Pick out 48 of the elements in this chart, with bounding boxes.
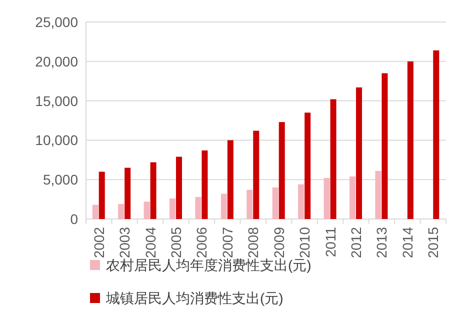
y-tick-label: 0 bbox=[70, 211, 78, 227]
bar bbox=[382, 73, 388, 219]
x-tick-label: 2009 bbox=[270, 226, 287, 258]
y-tick-label: 25,000 bbox=[35, 14, 78, 30]
x-tick-label: 2005 bbox=[168, 226, 184, 258]
bar bbox=[375, 170, 382, 219]
x-tick-label: 2011 bbox=[322, 226, 338, 258]
bar bbox=[298, 184, 304, 219]
y-tick-label: 15,000 bbox=[35, 92, 78, 109]
bar bbox=[350, 176, 356, 219]
x-tick-label: 2007 bbox=[219, 226, 236, 258]
bar bbox=[98, 172, 105, 219]
bar bbox=[304, 112, 311, 219]
x-tick-label: 2008 bbox=[245, 226, 262, 258]
x-tick-label: 2002 bbox=[90, 226, 107, 258]
x-tick-label: 2006 bbox=[194, 226, 210, 258]
bar bbox=[195, 196, 202, 219]
bar bbox=[124, 168, 131, 219]
x-tick-label: 2010 bbox=[296, 226, 313, 258]
x-tick-label: 2015 bbox=[425, 226, 442, 258]
bar bbox=[433, 50, 440, 219]
y-tick-label: 10,000 bbox=[35, 132, 78, 148]
bar bbox=[272, 187, 278, 219]
bar bbox=[220, 194, 227, 219]
x-tick-label: 2004 bbox=[142, 226, 158, 258]
x-tick-label: 2012 bbox=[348, 226, 364, 258]
bar bbox=[170, 198, 176, 219]
y-tick-label: 20,000 bbox=[35, 53, 78, 70]
x-tick-label: 2014 bbox=[399, 226, 416, 258]
bar bbox=[118, 204, 124, 219]
bar bbox=[227, 140, 234, 219]
bar bbox=[150, 162, 156, 219]
bar bbox=[176, 156, 182, 219]
x-tick-label: 2013 bbox=[374, 226, 390, 258]
bar bbox=[278, 122, 285, 219]
bar bbox=[144, 202, 150, 219]
bar bbox=[356, 87, 362, 219]
y-tick-label: 5,000 bbox=[42, 172, 78, 188]
legend-label: 城镇居民人均消费性支出(元) bbox=[105, 290, 284, 306]
legend-label: 农村居民人均年度消费性支出(元) bbox=[106, 257, 312, 273]
bar bbox=[407, 61, 414, 219]
bar bbox=[246, 190, 253, 219]
bar bbox=[202, 150, 208, 219]
bar bbox=[324, 178, 330, 219]
bar bbox=[330, 99, 336, 219]
x-tick-label: 2003 bbox=[116, 226, 133, 258]
bar bbox=[92, 204, 98, 219]
bar bbox=[253, 130, 260, 219]
